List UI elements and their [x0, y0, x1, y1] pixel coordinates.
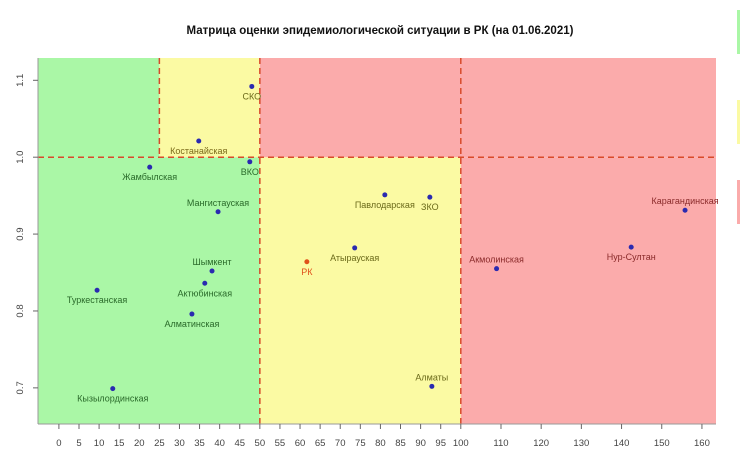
data-point	[147, 164, 153, 170]
zone-3	[259, 157, 461, 424]
point-label: Туркестанская	[67, 295, 128, 305]
x-tick-label: 65	[315, 438, 326, 449]
x-tick-label: 120	[533, 438, 549, 449]
zone-4	[259, 58, 716, 158]
x-tick-label: 5	[76, 438, 81, 449]
data-point	[202, 280, 208, 286]
legend-swatch	[737, 180, 740, 224]
x-tick-label: 140	[614, 438, 630, 449]
data-point	[189, 311, 195, 317]
x-tick-label: 70	[335, 438, 346, 449]
point-label: Мангистауская	[187, 198, 249, 208]
y-tick-label: 0.7	[15, 381, 26, 394]
x-tick-label: 75	[355, 438, 366, 449]
x-tick-label: 130	[573, 438, 589, 449]
x-tick-label: 50	[255, 438, 266, 449]
point-label: ЗКО	[421, 202, 439, 212]
data-point	[249, 83, 255, 89]
x-tick-label: 25	[154, 438, 165, 449]
zone-0	[38, 157, 260, 424]
point-label: Актюбинская	[177, 288, 232, 298]
x-tick-label: 95	[435, 438, 446, 449]
x-tick-label: 80	[375, 438, 386, 449]
legend-swatch	[737, 10, 740, 54]
x-tick-label: 0	[56, 438, 61, 449]
x-tick-label: 35	[194, 438, 205, 449]
point-label: Нур-Султан	[607, 252, 656, 262]
point-label: СКО	[242, 91, 261, 101]
point-label: ВКО	[241, 167, 259, 177]
point-label: Жамбылская	[122, 172, 177, 182]
data-point	[196, 138, 202, 144]
x-tick-label: 110	[493, 438, 508, 449]
data-point	[215, 209, 221, 215]
x-tick-label: 20	[134, 438, 145, 449]
data-point	[352, 245, 358, 251]
point-label: Атырауская	[330, 253, 379, 263]
point-label: Карагандинская	[652, 196, 719, 206]
zone-1	[38, 58, 160, 158]
point-label: Алматинская	[164, 319, 219, 329]
point-label: Павлодарская	[355, 200, 415, 210]
y-tick-label: 1.0	[15, 151, 26, 164]
point-label: РК	[301, 267, 313, 277]
point-label: Костанайская	[170, 146, 227, 156]
data-point	[304, 259, 310, 265]
x-tick-label: 150	[654, 438, 670, 449]
x-tick-label: 100	[453, 438, 469, 449]
x-tick-label: 40	[214, 438, 225, 449]
point-label: Шымкент	[192, 257, 231, 267]
x-tick-label: 10	[94, 438, 105, 449]
data-point	[382, 192, 388, 198]
point-label: Алматы	[415, 372, 448, 382]
data-point	[494, 266, 500, 272]
data-point	[110, 386, 116, 392]
y-tick-label: 0.8	[15, 304, 26, 317]
x-tick-label: 160	[694, 438, 710, 449]
x-tick-label: 60	[295, 438, 306, 449]
x-tick-label: 55	[275, 438, 286, 449]
zone-5	[460, 157, 716, 424]
data-point	[628, 244, 634, 250]
x-tick-label: 90	[415, 438, 426, 449]
x-tick-label: 15	[114, 438, 125, 449]
data-point	[429, 383, 435, 389]
point-label: Акмолинская	[469, 255, 524, 265]
x-tick-label: 45	[234, 438, 245, 449]
zone-2	[159, 58, 260, 158]
data-point	[682, 207, 688, 213]
y-tick-label: 0.9	[15, 227, 26, 240]
legend-swatch	[737, 100, 740, 144]
data-point	[94, 287, 100, 293]
x-tick-label: 30	[174, 438, 185, 449]
data-point	[427, 194, 433, 200]
data-point	[209, 268, 215, 274]
chart-title: Матрица оценки эпидемиологической ситуац…	[186, 25, 574, 37]
x-tick-label: 85	[395, 438, 406, 449]
point-label: Кызылординская	[77, 394, 148, 404]
data-point	[247, 159, 253, 165]
y-tick-label: 1.1	[15, 74, 26, 87]
